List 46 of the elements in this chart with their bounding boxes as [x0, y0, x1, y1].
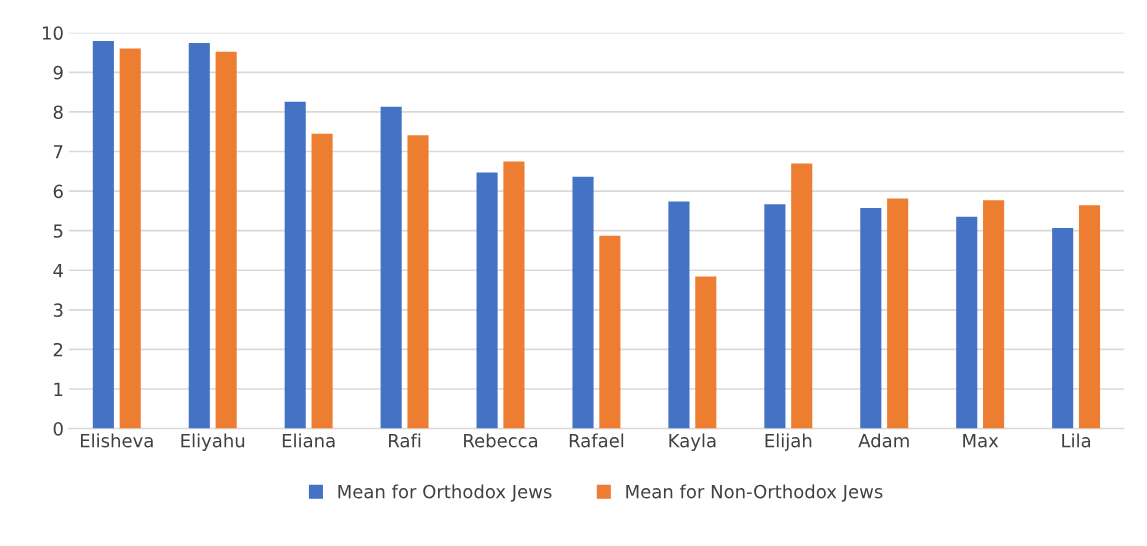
y-tick-label: 10: [42, 26, 63, 40]
legend-label: Mean for Non-Orthodox Jews: [626, 484, 883, 502]
y-tick-label: 9: [53, 65, 63, 80]
bar: [668, 201, 690, 429]
bar: [764, 204, 786, 429]
x-tick-label: Max: [963, 434, 999, 448]
bar: [119, 48, 141, 429]
bar: [380, 106, 402, 429]
bar: [215, 51, 237, 429]
bar: [887, 198, 909, 429]
y-tick-label: 5: [53, 224, 63, 238]
x-tick-label: Kayla: [669, 433, 716, 451]
x-tick-label: Adam: [858, 433, 909, 448]
y-tick-label: 3: [53, 303, 63, 317]
bar: [188, 43, 210, 429]
bar: [407, 135, 429, 429]
y-tick-label: 2: [53, 342, 63, 357]
y-tick-label: 4: [53, 263, 63, 278]
bar: [476, 172, 498, 429]
bar: [1078, 205, 1101, 429]
bar: [599, 235, 621, 429]
y-tick-label: 0: [53, 422, 63, 436]
bar: [791, 163, 813, 429]
x-tick-label: Rebecca: [464, 433, 538, 448]
bar: [956, 216, 978, 429]
bar: [503, 161, 525, 429]
legend-label: Mean for Orthodox Jews: [338, 484, 552, 502]
y-tick-label: 1: [54, 382, 63, 396]
x-tick-label: Rafael: [569, 433, 624, 448]
x-tick-label: Elisheva: [80, 433, 153, 448]
y-tick-label: 6: [53, 184, 63, 199]
bar: [983, 200, 1005, 429]
x-tick-label: Lila: [1062, 433, 1091, 448]
bar: [284, 101, 306, 429]
y-tick-label: 7: [53, 145, 63, 159]
x-tick-label: Rafi: [389, 433, 421, 448]
bar: [572, 176, 594, 429]
bar: [92, 41, 114, 429]
bar: [695, 276, 717, 429]
x-tick-label: Elijah: [765, 433, 812, 451]
x-tick-label: Eliana: [282, 433, 335, 448]
bar: [860, 208, 882, 429]
y-tick-label: 8: [53, 105, 63, 120]
bar: [311, 133, 333, 429]
x-tick-label: Eliyahu: [181, 433, 245, 451]
bar: [1052, 227, 1074, 429]
